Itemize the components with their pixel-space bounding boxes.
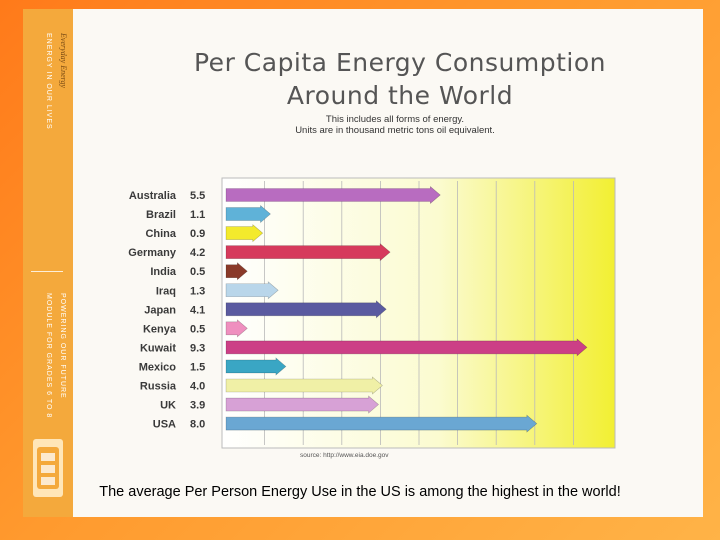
category-label: Russia [140,381,177,393]
chart-title-line: Around the World [286,81,514,110]
category-label: Iraq [156,285,176,297]
bar-iraq [225,281,279,300]
chart-subtitle-line: This includes all forms of energy. [325,114,465,125]
source-note: source: http://www.eia.doe.gov [300,452,389,459]
value-label: 8.0 [190,419,205,431]
category-label: USA [153,419,176,431]
module-label: MODULE FOR GRADES 6 TO 8 [45,293,52,419]
category-label: India [150,266,177,278]
program-label: POWERING OUR FUTURE [59,293,66,399]
value-label: 1.5 [190,361,205,373]
value-label: 9.3 [190,342,205,354]
bar-kuwait [225,338,588,357]
bar-india [225,262,248,281]
chart-subtitle: This includes all forms of energy. Units… [230,114,560,136]
value-label: 1.1 [190,209,205,221]
slide-caption: The average Per Person Energy Use in the… [99,484,621,500]
bar-germany [225,243,391,262]
value-label: 4.2 [190,247,205,259]
bar-uk [225,395,380,414]
chart-subtitle-line: Units are in thousand metric tons oil eq… [295,125,495,136]
series-label: Everyday Energy [59,33,68,89]
bar-russia [225,376,383,395]
value-label: 0.5 [190,323,205,335]
value-label: 4.0 [190,381,205,393]
value-label: 4.1 [190,304,205,316]
publisher-logo [33,439,63,497]
category-label: UK [160,400,176,412]
value-label: 0.9 [190,228,205,240]
value-label: 3.9 [190,400,205,412]
value-label: 5.5 [190,190,205,202]
sidebar-band: Everyday Energy ENERGY IN OUR LIVES POWE… [23,9,73,517]
bar-group [225,185,588,433]
chart-title: Per Capita Energy Consumption Around the… [160,46,640,112]
category-label: Kuwait [140,342,176,354]
bar-kenya [225,319,248,338]
bar-usa [225,414,538,433]
value-label: 0.5 [190,266,205,278]
category-label: Germany [128,247,177,259]
chart-title-line: Per Capita Energy Consumption [194,48,606,77]
category-label: China [145,228,176,240]
label-group: Australia 5.5 Brazil 1.1 China 0.9 Germany 4.2 I… [128,190,205,431]
category-label: Australia [129,190,177,202]
topic-label: ENERGY IN OUR LIVES [45,33,52,130]
category-label: Japan [144,304,176,316]
value-label: 1.3 [190,285,205,297]
sidebar-divider [31,271,63,272]
category-label: Kenya [143,323,177,335]
bar-japan [225,300,387,319]
category-label: Brazil [146,209,176,221]
bar-brazil [225,204,271,224]
bar-mexico [225,357,287,376]
bar-australia [225,185,441,205]
bar-china [225,223,264,243]
category-label: Mexico [139,361,177,373]
